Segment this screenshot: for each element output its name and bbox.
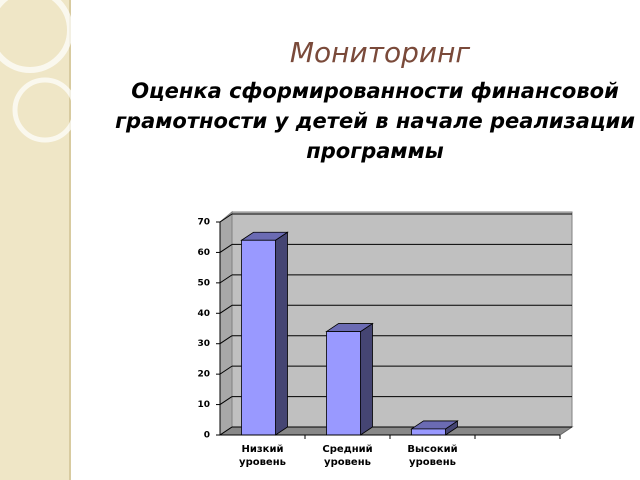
grid-line [219,244,233,253]
grid-line [219,335,233,345]
decor-circle [0,0,73,73]
x-tick-label: Средний уровень [322,444,373,468]
grid-line [219,304,233,314]
grid-line [219,274,233,284]
y-tick-label: 50 [197,278,210,288]
bar-side [360,322,373,436]
bar [411,428,446,436]
y-tick-label: 20 [197,370,210,380]
y-tick-label: 60 [197,248,210,258]
title: Мониторинг [289,36,471,69]
x-tick-label: Низкий уровень [239,444,286,468]
grid-line [219,213,233,223]
grid-line [219,365,233,375]
x-tick-label: Высокий уровень [407,444,458,468]
bar [326,331,361,436]
grid-line [219,426,233,436]
y-tick-label: 40 [197,309,210,319]
y-tick-label: 30 [197,339,210,349]
bar-side [275,231,288,436]
y-tick-label: 70 [197,218,210,228]
y-tick-label: 0 [204,431,210,441]
decor-circle [12,77,78,143]
subtitle: Оценка сформированности финансовой грамо… [115,79,635,163]
grid-line [219,396,233,405]
bar [241,239,276,436]
y-tick-label: 10 [197,400,210,410]
